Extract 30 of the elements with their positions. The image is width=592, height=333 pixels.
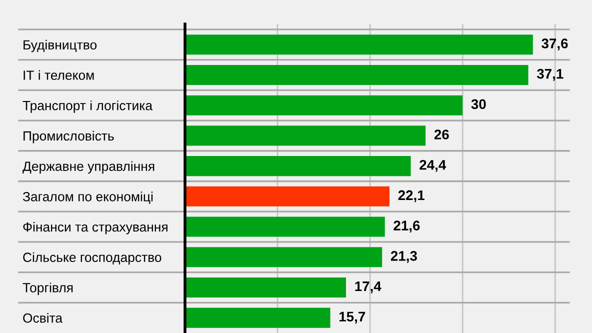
y-tick-label: Торгівля [22,282,73,295]
bar [185,186,390,206]
y-tick-label: Загалом по економіці [22,192,153,204]
bar [185,277,346,298]
y-tick-label: Фінанси та страхування [23,222,168,234]
y-tick-label: ІТ і телеком [24,70,94,80]
y-tick-label: Державне управління [22,161,154,174]
data-label: 37,1 [536,68,564,81]
y-tick-label: Освіта [23,313,63,323]
data-label: 21,3 [390,251,417,263]
data-label: 22,1 [398,190,424,202]
data-label: 37,6 [542,38,568,50]
y-tick-label: Транспорт і логістика [22,100,153,113]
data-label: 30 [471,99,486,110]
data-label: 21,6 [394,220,420,233]
data-label: 15,7 [339,312,366,324]
data-label: 17,4 [355,282,382,294]
y-tick-label: Будівництво [24,40,97,52]
y-tick-label: Сільське господарство [23,252,162,265]
data-label: 26 [434,130,449,140]
bar [185,95,463,116]
bar [185,156,411,176]
data-label: 24,4 [420,160,446,172]
bar [185,216,385,237]
bar [185,126,426,146]
bar [185,308,330,328]
bar [185,34,533,55]
bar [185,64,528,86]
y-tick-label: Промисловість [24,130,114,144]
bar [185,247,382,268]
